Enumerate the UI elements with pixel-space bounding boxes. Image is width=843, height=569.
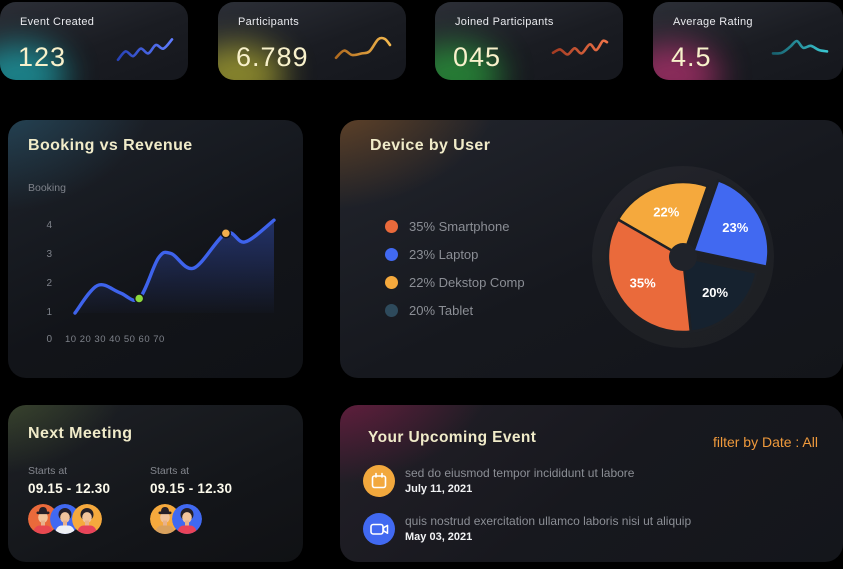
- booking-vs-revenue-card: Booking vs Revenue Booking 4 3 2 1 0 10 …: [8, 120, 303, 378]
- stat-value: 045: [453, 42, 502, 72]
- meeting-time: 09.15 - 12.30: [28, 481, 111, 496]
- svg-text:23%: 23%: [722, 220, 748, 235]
- card-title: Device by User: [370, 137, 491, 154]
- pie-legend: 35% Smartphone 23% Laptop 22% Dekstop Co…: [385, 212, 525, 324]
- stat-value: 4.5: [671, 42, 712, 72]
- stat-card-joined-participants: Joined Participants 045: [435, 2, 623, 80]
- legend-item: 35% Smartphone: [385, 212, 525, 240]
- sparkline-icon: [771, 39, 829, 55]
- card-title: Your Upcoming Event: [368, 429, 537, 446]
- legend-label: 20% Tablet: [409, 302, 474, 318]
- sparkline-icon: [551, 39, 609, 56]
- avatar: [72, 504, 102, 534]
- avatar: [172, 504, 202, 534]
- stat-label: Average Rating: [673, 16, 753, 28]
- x-axis-ticks: 10 20 30 40 50 60 70: [65, 334, 165, 345]
- event-title: quis nostrud exercitation ullamco labori…: [405, 514, 692, 528]
- legend-dot-laptop: [385, 247, 398, 261]
- svg-text:35%: 35%: [630, 276, 656, 291]
- avatar-group: [28, 504, 146, 534]
- stat-value: 6.789: [236, 42, 309, 72]
- meeting-session: Starts at 09.15 - 12.30: [150, 465, 268, 534]
- y-tick: 2: [46, 278, 52, 289]
- y-tick: 1: [46, 307, 52, 318]
- legend-dot-tablet: [385, 303, 398, 317]
- legend-label: 23% Laptop: [409, 246, 479, 262]
- card-title: Next Meeting: [28, 425, 133, 442]
- y-tick-zero: 0: [46, 334, 52, 345]
- stat-label: Event Created: [20, 16, 95, 28]
- stat-value: 123: [18, 42, 67, 72]
- starts-at-label: Starts at: [28, 465, 68, 477]
- legend-label: 22% Dekstop Comp: [409, 274, 525, 290]
- event-date: July 11, 2021: [405, 483, 473, 495]
- avatar-group: [150, 504, 268, 534]
- event-list-item[interactable]: quis nostrud exercitation ullamco labori…: [363, 513, 823, 553]
- booking-line-chart: [73, 218, 276, 315]
- legend-label: 35% Smartphone: [409, 218, 510, 234]
- meeting-time: 09.15 - 12.30: [150, 481, 233, 496]
- sparkline-icon: [334, 36, 392, 60]
- stat-card-event-created: Event Created 123: [0, 2, 188, 80]
- legend-dot-smartphone: [385, 219, 398, 233]
- stat-label: Participants: [238, 16, 300, 28]
- starts-at-label: Starts at: [150, 465, 190, 477]
- event-title: sed do eiusmod tempor incididunt ut labo…: [405, 466, 635, 480]
- stat-label: Joined Participants: [455, 16, 554, 28]
- next-meeting-card: Next Meeting Starts at 09.15 - 12.30 Sta…: [8, 405, 303, 562]
- legend-item: 23% Laptop: [385, 240, 525, 268]
- video-icon: [363, 513, 395, 545]
- y-tick: 3: [46, 249, 52, 260]
- card-title: Booking vs Revenue: [28, 137, 193, 154]
- event-list-item[interactable]: sed do eiusmod tempor incididunt ut labo…: [363, 465, 823, 505]
- legend-item: 22% Dekstop Comp: [385, 268, 525, 296]
- device-by-user-card: Device by User 35% Smartphone 23% Laptop…: [340, 120, 843, 378]
- upcoming-event-card: Your Upcoming Event filter by Date : All…: [340, 405, 843, 562]
- event-date: May 03, 2021: [405, 531, 473, 543]
- legend-item: 20% Tablet: [385, 296, 525, 324]
- svg-text:22%: 22%: [653, 205, 679, 220]
- avatar: [150, 504, 180, 534]
- y-tick: 4: [46, 220, 52, 231]
- stat-card-participants: Participants 6.789: [218, 2, 406, 80]
- legend-dot-desktop: [385, 275, 398, 289]
- calendar-icon: [363, 465, 395, 497]
- meeting-session: Starts at 09.15 - 12.30: [28, 465, 146, 534]
- y-axis-label: Booking: [28, 182, 66, 194]
- device-pie-chart: 22% 23% 20% 35%: [592, 166, 774, 348]
- svg-text:20%: 20%: [702, 285, 728, 300]
- filter-by-date-control[interactable]: filter by Date : All: [712, 434, 818, 450]
- stat-card-average-rating: Average Rating 4.5: [653, 2, 843, 80]
- sparkline-icon: [116, 38, 174, 62]
